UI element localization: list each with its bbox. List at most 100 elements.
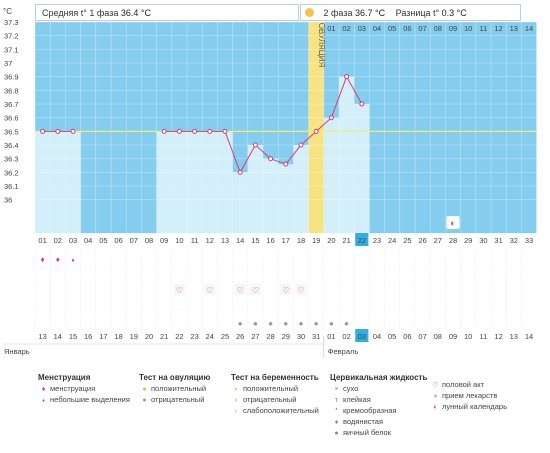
temperature-bar (65, 131, 81, 233)
pregnancy-negative-icon: ◐ (234, 397, 239, 404)
top-day-label: 07 (418, 24, 426, 33)
sun-icon: ● (142, 386, 147, 393)
calendar-date-label: 12 (494, 332, 502, 341)
legend-intercourse: ♡ половой акт (432, 380, 485, 389)
temperature-bar (217, 131, 233, 233)
heart-icon: ♡ (206, 286, 213, 295)
heart-icon: ♡ (252, 286, 259, 295)
calendar-date-label: 15 (69, 332, 77, 341)
temperature-point (252, 142, 258, 148)
temperature-point (192, 128, 198, 134)
calendar-date-label: 10 (464, 332, 472, 341)
temperature-point (70, 128, 76, 134)
top-day-label: 04 (373, 24, 381, 33)
temperature-point (176, 128, 182, 134)
cycle-day-label: 25 (403, 236, 411, 245)
y-tick-label: 36.8 (4, 86, 19, 95)
difference-label: Разница t° (395, 8, 440, 18)
top-day-label: 09 (449, 24, 457, 33)
calendar-date-label: 06 (403, 332, 411, 341)
legend-light-spotting: ♦ небольшие выделения (40, 395, 130, 404)
legend-pregnancy-positive: ◐ положительный (234, 384, 299, 393)
y-tick-label: 36 (4, 196, 12, 205)
temperature-bar (50, 131, 66, 233)
cycle-day-label: 10 (175, 236, 183, 245)
temperature-unit-label: °C (3, 7, 12, 16)
legend-fluid-sticky: т клейкая (334, 395, 371, 404)
temperature-chart: ОВУЛЯЦИЯ 37.3 37.2 37.1 37 36.9 36.8 36.7 36.6 36… (4, 18, 537, 358)
fluid-icon: ● (344, 319, 349, 328)
temperature-bar (263, 158, 279, 233)
calendar-date-label: 08 (434, 332, 442, 341)
legend-fluid-eggwhite: ● яичный белок (334, 428, 392, 437)
fluid-icon: ● (238, 319, 243, 328)
y-tick-label: 36.6 (4, 114, 19, 123)
phase1-value: 36.4 °C (120, 8, 151, 18)
calendar-date-label: 02 (342, 332, 350, 341)
calendar-date-label: 30 (297, 332, 305, 341)
cycle-day-label: 30 (479, 236, 487, 245)
moon-icon: ◐ (450, 218, 455, 228)
dry-icon: × (334, 386, 339, 393)
temperature-bar (339, 76, 355, 234)
cycle-day-label: 20 (327, 236, 335, 245)
cycle-day-label: 06 (114, 236, 122, 245)
calendar-date-label: 31 (312, 332, 320, 341)
calendar-date-label: 16 (84, 332, 92, 341)
cycle-day-label: 18 (297, 236, 305, 245)
heart-marker-bg (234, 284, 246, 295)
cycle-day-label: 13 (221, 236, 229, 245)
temperature-point (313, 128, 319, 134)
fluid-icon: ● (268, 319, 273, 328)
top-day-label: 08 (434, 24, 442, 33)
temperature-bar (293, 145, 309, 233)
sun-icon (305, 8, 314, 17)
moon-marker-bg (446, 216, 460, 229)
phase2-summary: 2 фаза 36.7 °C Разница t° 0.3 °C (300, 4, 521, 21)
cycle-day-label: 26 (418, 236, 426, 245)
cycle-day-label: 33 (525, 236, 533, 245)
calendar-date-label: 03 (358, 332, 366, 341)
temperature-point (298, 142, 304, 148)
calendar-date-label: 28 (266, 332, 274, 341)
cycle-day-label: 32 (510, 236, 518, 245)
calendar-date-label: 27 (251, 332, 259, 341)
calendar-date-label: 01 (327, 332, 335, 341)
heart-icon: ♡ (297, 286, 304, 295)
calendar-date-label: 13 (38, 332, 46, 341)
fluid-icon: ● (253, 319, 258, 328)
month-february: Февраль (328, 347, 359, 356)
y-tick-label: 36.2 (4, 168, 19, 177)
phase1-summary: Средняя t° 1 фаза 36.4 °C (35, 4, 299, 21)
temperature-bar (278, 164, 294, 233)
cycle-day-label: 21 (342, 236, 350, 245)
temperature-bar (247, 145, 263, 233)
highlighted-date-bg (355, 329, 369, 342)
temperature-point (222, 128, 228, 134)
pregnancy-positive-icon: ◐ (234, 386, 239, 393)
calendar-date-label: 19 (130, 332, 138, 341)
heart-icon: ♡ (237, 286, 244, 295)
temperature-point (283, 161, 289, 167)
temperature-point (161, 128, 167, 134)
cycle-day-label: 15 (251, 236, 259, 245)
calendar-date-label: 07 (418, 332, 426, 341)
phase2-value: 36.7 °C (354, 8, 386, 18)
top-day-label: 01 (327, 24, 335, 33)
temperature-bar (35, 131, 51, 233)
temperature-bar (232, 172, 248, 233)
cycle-day-label: 11 (191, 236, 199, 245)
cycle-day-label: 12 (206, 236, 214, 245)
y-tick-label: 37 (4, 59, 12, 68)
fluid-icon: ● (283, 319, 288, 328)
cycle-day-label: 23 (373, 236, 381, 245)
calendar-date-label: 21 (160, 332, 168, 341)
phase2-label: 2 фаза (323, 8, 353, 18)
top-day-label: 02 (342, 24, 350, 33)
cycle-day-label: 19 (312, 236, 320, 245)
legend-medication: ● прием лекарств (433, 391, 498, 400)
temperature-point (359, 101, 365, 107)
legend-pregnancy-test-title: Тест на беременность (231, 373, 319, 382)
temperature-point (344, 74, 350, 80)
cycle-day-label: 27 (434, 236, 442, 245)
